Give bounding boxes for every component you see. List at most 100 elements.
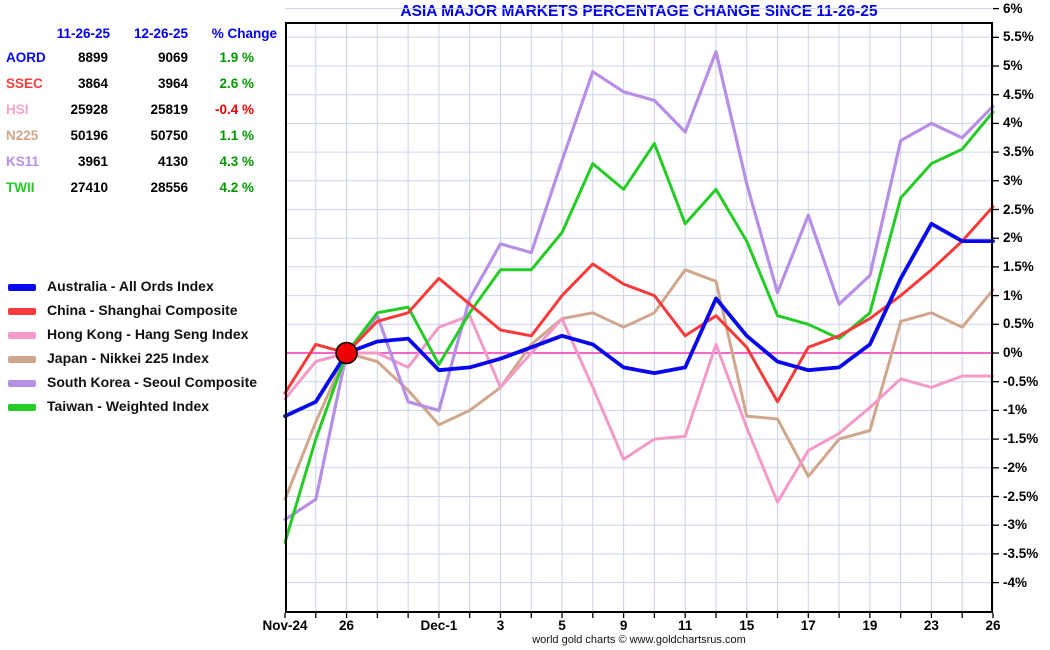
- series-line-ks11: [283, 50, 995, 522]
- line-chart-plot-area: [283, 7, 999, 618]
- pct-change-value: -0.4 %: [214, 102, 254, 117]
- y-tick-label: 0%: [1003, 345, 1023, 360]
- legend-item: South Korea - Seoul Composite: [0, 374, 290, 394]
- y-tick-label: -4%: [1003, 574, 1028, 590]
- table-header-row: 11-26-25 12-26-25 % Change: [0, 26, 280, 42]
- legend-label: South Korea - Seoul Composite: [47, 374, 258, 390]
- y-tick-label: 2%: [1003, 230, 1023, 246]
- y-tick-label: 5%: [1003, 58, 1023, 73]
- x-tick-label: 11: [678, 618, 693, 633]
- symbol-label: N225: [6, 128, 39, 143]
- y-tick-label: -3.5%: [1003, 545, 1039, 561]
- symbol-label: KS11: [6, 154, 40, 169]
- legend-swatch-n225: [8, 356, 36, 363]
- y-tick-label: -3%: [1003, 517, 1028, 533]
- legend-item: China - Shanghai Composite: [0, 302, 290, 322]
- legend-item: Japan - Nikkei 225 Index: [0, 350, 290, 370]
- table-row: SSEC 3864 3964 2.6 %: [0, 76, 280, 92]
- y-tick-label: -2.5%: [1003, 488, 1039, 504]
- col-header-end-date: 12-26-25: [133, 26, 188, 41]
- legend-label: Japan - Nikkei 225 Index: [47, 350, 209, 366]
- series-line-ssec: [283, 205, 995, 404]
- end-value: 25819: [150, 102, 188, 117]
- start-value: 50196: [70, 128, 108, 143]
- symbol-label: HSI: [6, 102, 29, 117]
- legend-label: Hong Kong - Hang Seng Index: [47, 326, 249, 342]
- end-value: 3964: [157, 76, 188, 91]
- series-line-aord: [283, 221, 995, 419]
- legend-label: Taiwan - Weighted Index: [47, 398, 210, 414]
- x-tick-label: 5: [558, 618, 566, 633]
- start-value: 3864: [77, 76, 108, 91]
- start-value: 8899: [77, 50, 108, 65]
- pct-change-value: 2.6 %: [219, 76, 254, 91]
- y-tick-label: 3%: [1003, 172, 1023, 188]
- baseline-red-dot-marker: [335, 341, 358, 365]
- legend-swatch-ssec: [8, 308, 36, 315]
- end-value: 4130: [157, 154, 188, 169]
- pct-change-value: 1.1 %: [219, 128, 254, 143]
- legend-item: Australia - All Ords Index: [0, 278, 290, 298]
- x-tick-label: 9: [619, 618, 628, 633]
- y-tick-label: 2.5%: [1003, 201, 1034, 217]
- y-tick-label: -1.5%: [1003, 431, 1039, 447]
- legend-label: China - Shanghai Composite: [47, 302, 238, 318]
- end-value: 28556: [150, 180, 188, 195]
- y-tick-label: 0.5%: [1003, 316, 1034, 332]
- footer-credit: world gold charts © www.goldchartsrus.co…: [532, 634, 746, 646]
- legend-swatch-twii: [8, 404, 36, 411]
- chart-title: ASIA MAJOR MARKETS PERCENTAGE CHANGE SIN…: [400, 3, 878, 20]
- end-value: 9069: [157, 50, 188, 65]
- legend-item: Hong Kong - Hang Seng Index: [0, 326, 290, 346]
- x-tick-label: 26: [985, 618, 1001, 633]
- start-value: 3961: [77, 154, 108, 169]
- y-tick-label: -2%: [1003, 459, 1028, 475]
- x-tick-label: Dec-1: [420, 618, 458, 633]
- x-tick-label: 19: [862, 618, 878, 633]
- legend-item: Taiwan - Weighted Index: [0, 398, 290, 418]
- series-line-twii: [283, 110, 995, 544]
- y-tick-label: 1%: [1003, 287, 1023, 303]
- baseline-marker-dot: [335, 341, 358, 365]
- legend-swatch-ks11: [8, 380, 36, 387]
- pct-change-value: 1.9 %: [219, 50, 254, 65]
- y-tick-label: 3.5%: [1003, 144, 1034, 160]
- x-tick-label: 26: [339, 618, 355, 633]
- start-value: 25928: [70, 102, 108, 117]
- col-header-pct-change: % Change: [211, 26, 277, 41]
- symbol-label: AORD: [6, 50, 46, 65]
- pct-change-value: 4.3 %: [219, 154, 254, 169]
- chart-series-lines: [283, 50, 995, 544]
- x-tick-label: 15: [739, 618, 755, 633]
- y-tick-label: 4.5%: [1003, 86, 1034, 102]
- pct-change-value: 4.2 %: [219, 180, 254, 195]
- y-tick-label: -0.5%: [1003, 373, 1039, 389]
- y-tick-label: 6%: [1003, 0, 1023, 16]
- symbol-label: SSEC: [6, 76, 43, 91]
- legend-swatch-hsi: [8, 332, 36, 339]
- table-row: TWII 27410 28556 4.2 %: [0, 180, 280, 196]
- table-row: HSI 25928 25819 -0.4 %: [0, 102, 280, 118]
- gridlines: [285, 8, 994, 613]
- y-tick-label: 5.5%: [1003, 29, 1034, 45]
- table-row: N225 50196 50750 1.1 %: [0, 128, 280, 144]
- start-value: 27410: [70, 180, 108, 195]
- x-tick-label: Nov-24: [262, 618, 308, 633]
- x-tick-label: 23: [923, 618, 939, 633]
- y-tick-label: -1%: [1003, 402, 1028, 418]
- table-row: AORD 8899 9069 1.9 %: [0, 50, 280, 66]
- legend-label: Australia - All Ords Index: [47, 278, 214, 294]
- table-row: KS11 3961 4130 4.3 %: [0, 154, 280, 170]
- axis-ticks: [284, 7, 999, 618]
- x-tick-label: 17: [800, 618, 816, 633]
- col-header-start-date: 11-26-25: [56, 26, 110, 41]
- y-tick-label: 4%: [1003, 115, 1023, 131]
- x-tick-label: 3: [496, 618, 505, 633]
- plot-border: [285, 22, 993, 613]
- series-line-hsi: [283, 314, 995, 504]
- y-tick-label: 1.5%: [1003, 258, 1034, 274]
- end-value: 50750: [150, 128, 188, 143]
- legend-swatch-aord: [8, 284, 36, 291]
- symbol-label: TWII: [6, 180, 35, 195]
